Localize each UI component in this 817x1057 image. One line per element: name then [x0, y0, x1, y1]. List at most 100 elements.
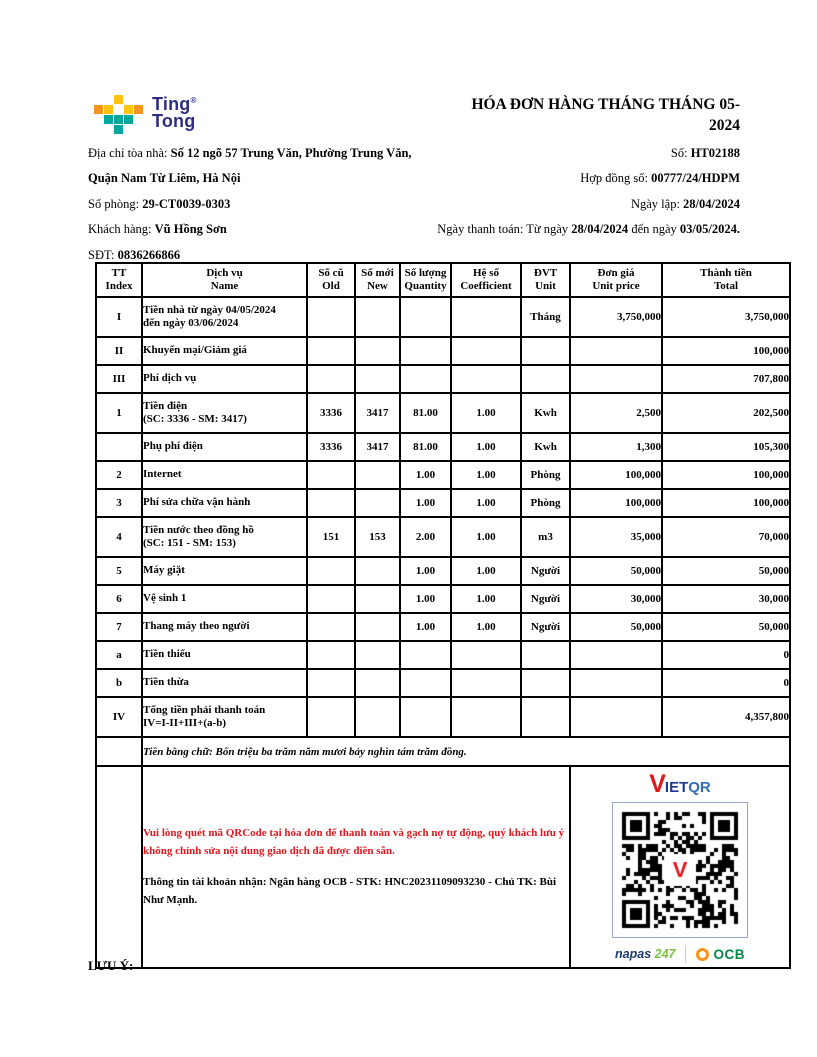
- table-row: I Tiền nhà từ ngày 04/05/2024 đến ngày 03/…: [95, 296, 791, 338]
- napas-247: 247: [654, 947, 676, 961]
- cell-index: a: [95, 640, 143, 670]
- table-row: Phụ phí điện 3336 3417 81.00 1.00 Kwh 1,300 105…: [95, 432, 791, 462]
- cell-quantity: 1.00: [399, 488, 452, 518]
- table-header-row: TT Index Dịch vụ Name Số cũ Old Số mới New Số lư…: [95, 262, 791, 298]
- customer-info-block: Địa chỉ tòa nhà: Số 12 ngõ 57 Trung Văn,…: [88, 141, 508, 268]
- cell-quantity: 1.00: [399, 612, 452, 642]
- cell-index: 2: [95, 460, 143, 490]
- cell-unit-price: [569, 668, 663, 698]
- cell-quantity: [399, 640, 452, 670]
- cell-old: [306, 612, 356, 642]
- payment-warning: Vui lòng quét mã QRCode tại hóa đơn để t…: [143, 827, 565, 857]
- vietqr-v: V: [649, 770, 666, 798]
- text-part: Vũ Hồng Sơn: [154, 222, 227, 237]
- cell-unit-price: [569, 336, 663, 366]
- brand-line1: Ting: [152, 94, 191, 114]
- cell-total: 100,000: [661, 488, 791, 518]
- qr-panel: VIETQR napas 247 OCB: [569, 765, 791, 969]
- cell-coefficient: [450, 364, 522, 394]
- cell-old: [306, 336, 356, 366]
- cell-quantity: [399, 668, 452, 698]
- cell-quantity: [399, 696, 452, 738]
- text-part: .: [194, 893, 198, 906]
- text-part: Hợp đồng số:: [580, 171, 652, 186]
- cell-coefficient: 1.00: [450, 460, 522, 490]
- cell-unit-price: 100,000: [569, 488, 663, 518]
- cell-total: 202,500: [661, 392, 791, 434]
- cell-name: Tiền thừa: [141, 668, 308, 698]
- text-part: Khách hàng:: [88, 222, 155, 237]
- cell-coefficient: 1.00: [450, 392, 522, 434]
- cell-index: 4: [95, 516, 143, 558]
- cell-quantity: 2.00: [399, 516, 452, 558]
- cell-coefficient: 1.00: [450, 516, 522, 558]
- cell-index: III: [95, 364, 143, 394]
- cell-unit-price: 1,300: [569, 432, 663, 462]
- cell-name: Tiền thiếu: [141, 640, 308, 670]
- qr-code: [617, 807, 743, 933]
- cell-new: [354, 584, 401, 614]
- cell-name: Phí sửa chữa vận hành: [141, 488, 308, 518]
- cell-unit: [520, 696, 571, 738]
- document-title: HÓA ĐƠN HÀNG THÁNG THÁNG 05- 2024: [320, 94, 740, 136]
- cell-index: [95, 432, 143, 462]
- text-part: 03/05/2024.: [679, 222, 740, 237]
- cell-name: Vệ sinh 1: [141, 584, 308, 614]
- cell-coefficient: [450, 696, 522, 738]
- title-line1: HÓA ĐƠN HÀNG THÁNG THÁNG 05-: [471, 96, 740, 113]
- cell-unit-price: 50,000: [569, 612, 663, 642]
- table-row: 6 Vệ sinh 1 1.00 1.00 Người 30,000 30,000: [95, 584, 791, 614]
- registered-mark: ®: [190, 96, 197, 105]
- brand-logo: Ting® Tong: [94, 92, 197, 134]
- cell-index: b: [95, 668, 143, 698]
- text-part: đến ngày: [628, 222, 680, 237]
- text-part: Thông tin tài khoản nhận: Ngân hàng OCB …: [143, 876, 385, 888]
- cell-new: [354, 296, 401, 338]
- text-part: Quận Nam Từ Liêm, Hà Nội: [88, 171, 241, 186]
- cell-name: Internet: [141, 460, 308, 490]
- cell-old: [306, 364, 356, 394]
- napas-logo: napas 247: [615, 947, 676, 961]
- cell-new: [354, 640, 401, 670]
- cell-total: 70,000: [661, 516, 791, 558]
- cell-unit-price: 2,500: [569, 392, 663, 434]
- cell-index: 7: [95, 612, 143, 642]
- table-row: IV Tổng tiền phải thanh toán IV=I-II+III+(…: [95, 696, 791, 738]
- payment-row: Vui lòng quét mã QRCode tại hóa đơn để t…: [95, 765, 791, 969]
- cell-unit-price: 30,000: [569, 584, 663, 614]
- account-info: Thông tin tài khoản nhận: Ngân hàng OCB …: [143, 874, 568, 909]
- payment-instructions: Vui lòng quét mã QRCode tại hóa đơn để t…: [141, 765, 571, 969]
- cell-total: 30,000: [661, 584, 791, 614]
- cell-coefficient: 1.00: [450, 556, 522, 586]
- cell-new: [354, 612, 401, 642]
- cell-unit: Kwh: [520, 432, 571, 462]
- text-part: Bùi Như Mạnh: [143, 876, 557, 906]
- column-header: Số cũ Old: [306, 262, 356, 298]
- cell-unit: m3: [520, 516, 571, 558]
- brand-wordmark: Ting® Tong: [152, 92, 197, 130]
- cell-new: [354, 556, 401, 586]
- cell-name: Phụ phí điện: [141, 432, 308, 462]
- table-row: a Tiền thiếu 0: [95, 640, 791, 670]
- cell-index: 5: [95, 556, 143, 586]
- table-row: II Khuyến mại/Giảm giá 100,000: [95, 336, 791, 366]
- cell-unit: Phòng: [520, 460, 571, 490]
- cell-unit: [520, 640, 571, 670]
- text-part: 28/04/2024: [683, 196, 740, 211]
- cell-quantity: 1.00: [399, 460, 452, 490]
- column-header: Đơn giá Unit price: [569, 262, 663, 298]
- info-line-right: Ngày lập: 28/04/2024: [310, 192, 740, 217]
- cell-quantity: [399, 296, 452, 338]
- cell-old: 151: [306, 516, 356, 558]
- text-part: 29-CT0039-0303: [142, 196, 231, 211]
- cell-name: Máy giặt: [141, 556, 308, 586]
- cell-new: [354, 336, 401, 366]
- text-part: HT02188: [690, 146, 740, 160]
- cell-old: [306, 640, 356, 670]
- cell-total: 0: [661, 668, 791, 698]
- cell-unit-price: 35,000: [569, 516, 663, 558]
- cell-coefficient: [450, 336, 522, 366]
- cell-coefficient: [450, 668, 522, 698]
- cell-quantity: 81.00: [399, 392, 452, 434]
